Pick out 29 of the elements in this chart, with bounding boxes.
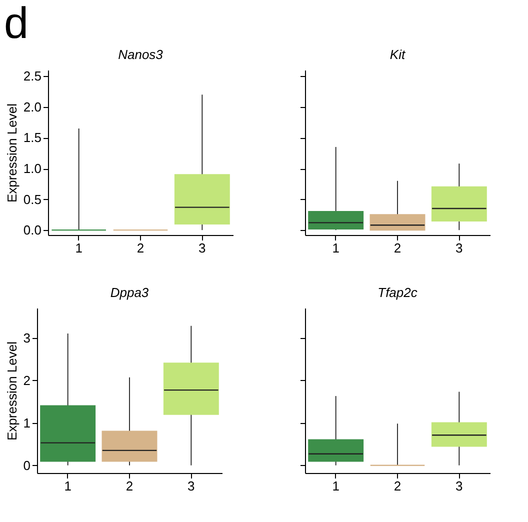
y-tick-label: 2.0 <box>23 99 42 114</box>
y-tick-label: 2.5 <box>23 68 42 84</box>
y-tick-label: 0 <box>23 458 30 473</box>
y-tick-label: 2 <box>23 372 30 388</box>
x-tick-label: 1 <box>332 240 340 256</box>
x-tick-label: 3 <box>188 478 195 494</box>
y-tick-label: 1.0 <box>23 161 42 176</box>
x-tick-label: 1 <box>64 478 72 494</box>
x-tick-label: 1 <box>75 240 82 256</box>
y-tick-label: 0.0 <box>23 222 42 238</box>
chart-title: Nanos3 <box>118 47 164 62</box>
x-tick-label: 1 <box>332 478 340 494</box>
chart-title: Kit <box>390 47 406 62</box>
chart-title: Dppa3 <box>110 285 150 300</box>
x-tick-label: 2 <box>394 240 402 256</box>
x-tick-label: 2 <box>394 478 402 494</box>
chart-title: Tfap2c <box>378 285 418 300</box>
x-tick-label: 3 <box>198 240 206 256</box>
x-tick-label: 3 <box>456 240 463 256</box>
x-tick-label: 2 <box>136 240 144 256</box>
y-axis-title: Expression Level <box>4 103 20 202</box>
y-tick-label: 3 <box>23 330 30 346</box>
x-tick-label: 2 <box>126 478 134 494</box>
y-tick-label: 0.5 <box>23 192 42 207</box>
y-axis-title: Expression Level <box>4 341 20 440</box>
y-tick-label: 1 <box>23 415 30 430</box>
y-tick-label: 1.5 <box>23 130 42 146</box>
x-tick-label: 3 <box>456 478 463 494</box>
text: d <box>4 0 28 48</box>
